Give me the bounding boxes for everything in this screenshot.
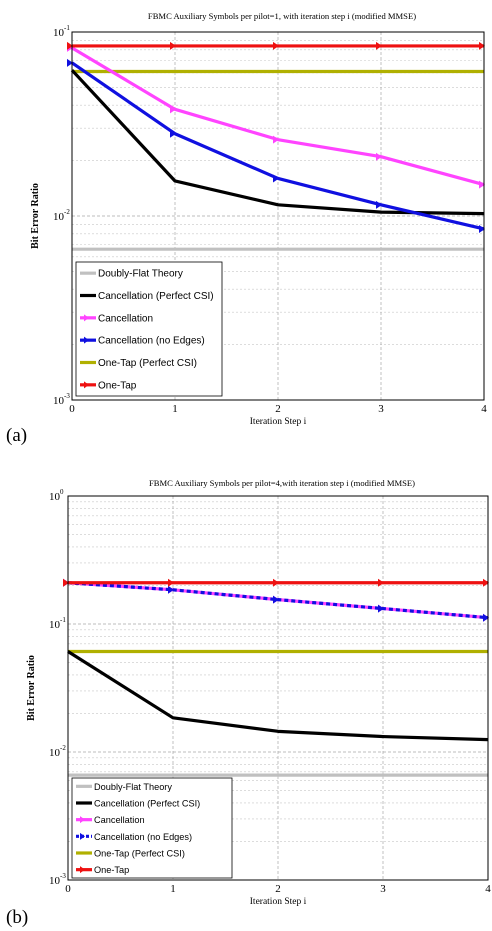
legend: Doubly-Flat Theory Cancellation (Perfect … [71, 777, 233, 879]
y-tick-base: 10 [49, 747, 61, 759]
y-tick-base: 10 [49, 619, 61, 631]
caption-b: (b) [6, 907, 29, 928]
legend-label-5: One-Tap [98, 380, 137, 391]
x-tick-label: 0 [69, 403, 75, 415]
y-axis-label: Bit Error Ratio [30, 183, 41, 249]
series-line-1 [67, 650, 489, 742]
series-marker-5-2 [273, 578, 279, 587]
series-marker-3-1 [170, 129, 176, 138]
series-marker-2-2 [273, 135, 279, 144]
series-marker-5-4 [479, 41, 485, 50]
series-marker-3-2 [273, 595, 279, 604]
series-marker-5-4 [483, 578, 489, 587]
legend-label-0: Doubly-Flat Theory [98, 269, 183, 280]
series-marker-3-4 [479, 224, 485, 233]
x-tick-label: 2 [275, 403, 281, 415]
series-marker-3-1 [168, 585, 174, 594]
y-tick-exponent: -1 [64, 24, 70, 32]
chart-panel-b: 0 1 2 3 4 10 0 10 -1 10 -2 10 -3 FBMC Auxiliary Symbo… [0, 470, 492, 931]
legend-label-0: Doubly-Flat Theory [94, 782, 172, 792]
y-tick-exponent: -1 [60, 616, 66, 624]
y-tick-exponent: 0 [60, 488, 64, 496]
plot-frame [71, 31, 485, 401]
legend-label-3: Cancellation (no Edges) [94, 832, 192, 842]
legend-marker-3 [80, 832, 85, 840]
series-marker-3-3 [376, 200, 382, 209]
chart-panel-a: 0 1 2 3 4 10 -1 10 -2 10 -3 FBMC Auxiliary Symbols … [6, 11, 487, 446]
y-tick-exponent: -2 [64, 208, 70, 216]
x-axis-label: Iteration Step i [250, 417, 307, 427]
series-marker-2-1 [170, 105, 176, 114]
series-marker-5-0 [67, 41, 73, 50]
x-tick-label: 1 [172, 403, 178, 415]
x-axis-label: Iteration Step i [250, 897, 307, 906]
y-tick-exponent: -3 [60, 872, 66, 880]
y-tick-base: 10 [53, 395, 65, 407]
legend-label-1: Cancellation (Perfect CSI) [98, 291, 214, 302]
legend-box [75, 261, 223, 397]
legend-marker-3 [84, 336, 89, 344]
legend-marker-2 [80, 816, 85, 824]
legend-label-1: Cancellation (Perfect CSI) [94, 799, 200, 809]
series-marker-3-3 [378, 604, 384, 613]
legend-marker-5 [84, 381, 89, 389]
series-marker-5-3 [376, 41, 382, 50]
y-tick-exponent: -3 [64, 392, 70, 400]
chart-title: FBMC Auxiliary Symbols per pilot=1, with… [148, 11, 416, 21]
x-tick-label: 4 [481, 403, 487, 415]
x-tick-label: 3 [380, 883, 386, 895]
series-marker-5-3 [378, 578, 384, 587]
y-tick-base: 10 [49, 491, 61, 503]
legend-marker-2 [84, 314, 89, 322]
series-marker-2-3 [376, 152, 382, 161]
chart-title: FBMC Auxiliary Symbols per pilot=4,with … [149, 478, 415, 488]
legend-label-2: Cancellation [98, 313, 153, 324]
x-tick-label: 2 [275, 883, 281, 895]
legend-marker-5 [80, 866, 85, 874]
series-marker-5-2 [273, 41, 279, 50]
y-tick-exponent: -2 [60, 744, 66, 752]
legend-label-4: One-Tap (Perfect CSI) [98, 358, 197, 369]
plot-frame [67, 495, 489, 881]
series-marker-5-0 [63, 578, 69, 587]
series-marker-5-1 [168, 578, 174, 587]
series-marker-3-2 [273, 174, 279, 183]
x-tick-label: 1 [170, 883, 176, 895]
y-tick-base: 10 [53, 211, 65, 223]
x-tick-label: 0 [65, 883, 71, 895]
series-marker-5-1 [170, 41, 176, 50]
x-tick-label: 3 [378, 403, 384, 415]
legend-label-2: Cancellation [94, 815, 145, 825]
legend-label-5: One-Tap [94, 865, 129, 875]
series-marker-2-4 [479, 180, 485, 189]
legend-box [71, 777, 233, 879]
legend-label-3: Cancellation (no Edges) [98, 336, 205, 347]
legend: Doubly-Flat Theory Cancellation (Perfect … [75, 261, 223, 397]
legend-label-4: One-Tap (Perfect CSI) [94, 849, 185, 859]
series-marker-3-0 [67, 58, 73, 67]
series-marker-3-4 [483, 613, 489, 622]
y-tick-base: 10 [49, 875, 61, 887]
y-axis-label: Bit Error Ratio [26, 655, 37, 721]
y-tick-base: 10 [53, 27, 65, 39]
caption-a: (a) [6, 425, 28, 446]
x-tick-label: 4 [485, 883, 491, 895]
